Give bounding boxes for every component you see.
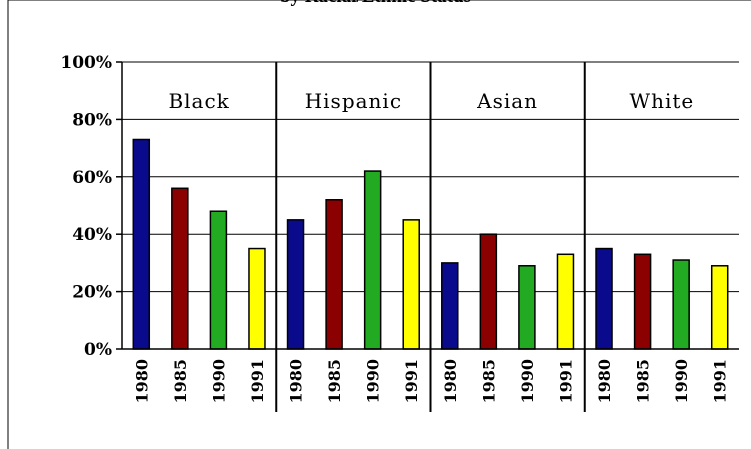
y-tick-label-1: 20% [72, 283, 112, 303]
x-tick-label-black-1985: 1985 [171, 359, 190, 404]
axes [116, 61, 739, 350]
x-tick-label-black-1980: 1980 [132, 359, 151, 404]
group-labels: Black Hispanic Asian White [168, 89, 695, 113]
bar-white-1990 [672, 259, 690, 350]
y-tick-label-4: 80% [72, 110, 112, 130]
group-label-black: Black [168, 89, 229, 113]
x-tick-label-black-1991: 1991 [248, 359, 267, 404]
x-tick-label-asian-1980: 1980 [441, 359, 460, 404]
bar-black-1990 [209, 210, 228, 350]
bar-asian-1980 [441, 262, 459, 350]
x-tick-label-white-1991: 1991 [711, 359, 730, 404]
bar-hispanic-1990 [363, 170, 382, 350]
bar-white-1991 [710, 265, 729, 350]
bar-asian-1990 [518, 265, 536, 350]
x-tick-label-black-1990: 1990 [209, 359, 228, 404]
bar-white-1985 [633, 253, 652, 350]
bar-white-1980 [595, 247, 613, 350]
x-tick-label-asian-1990: 1990 [518, 359, 537, 404]
group-label-hispanic: Hispanic [305, 89, 402, 113]
y-tick-label-5: 100% [60, 53, 112, 73]
x-tick-label-white-1985: 1985 [634, 359, 653, 404]
x-tick-label-hispanic-1985: 1985 [325, 359, 344, 404]
x-tick-label-asian-1991: 1991 [556, 359, 575, 404]
bar-hispanic-1980 [286, 219, 305, 350]
bar-asian-1991 [556, 253, 575, 350]
group-label-white: White [630, 89, 695, 113]
y-tick-label-2: 40% [72, 225, 112, 245]
group-label-asian: Asian [476, 89, 538, 113]
bar-hispanic-1991 [402, 219, 420, 350]
x-tick-label-white-1990: 1990 [672, 359, 691, 404]
x-tick-label-hispanic-1991: 1991 [402, 359, 421, 404]
x-tick-label-asian-1985: 1985 [479, 359, 498, 404]
bar-black-1991 [248, 247, 266, 350]
x-tick-labels: 1980 1985 1990 1991 1980 1985 1990 1991 1980 1985… [132, 359, 729, 404]
group-separators [275, 62, 586, 412]
x-tick-label-hispanic-1980: 1980 [287, 359, 306, 404]
x-tick-label-hispanic-1990: 1990 [364, 359, 383, 404]
bar-black-1980 [132, 138, 151, 350]
y-tick-label-0: 0% [84, 340, 112, 360]
bar-hispanic-1985 [325, 199, 343, 350]
bar-asian-1985 [479, 233, 498, 350]
y-tick-label-3: 60% [72, 168, 112, 188]
y-tick-labels: 0% 20% 40% 60% 80% 100% [60, 53, 112, 360]
x-tick-label-white-1980: 1980 [595, 359, 614, 404]
bar-black-1985 [171, 187, 189, 350]
bars [132, 138, 729, 350]
chart-title: by Racial/Ethnic Status [0, 0, 751, 8]
